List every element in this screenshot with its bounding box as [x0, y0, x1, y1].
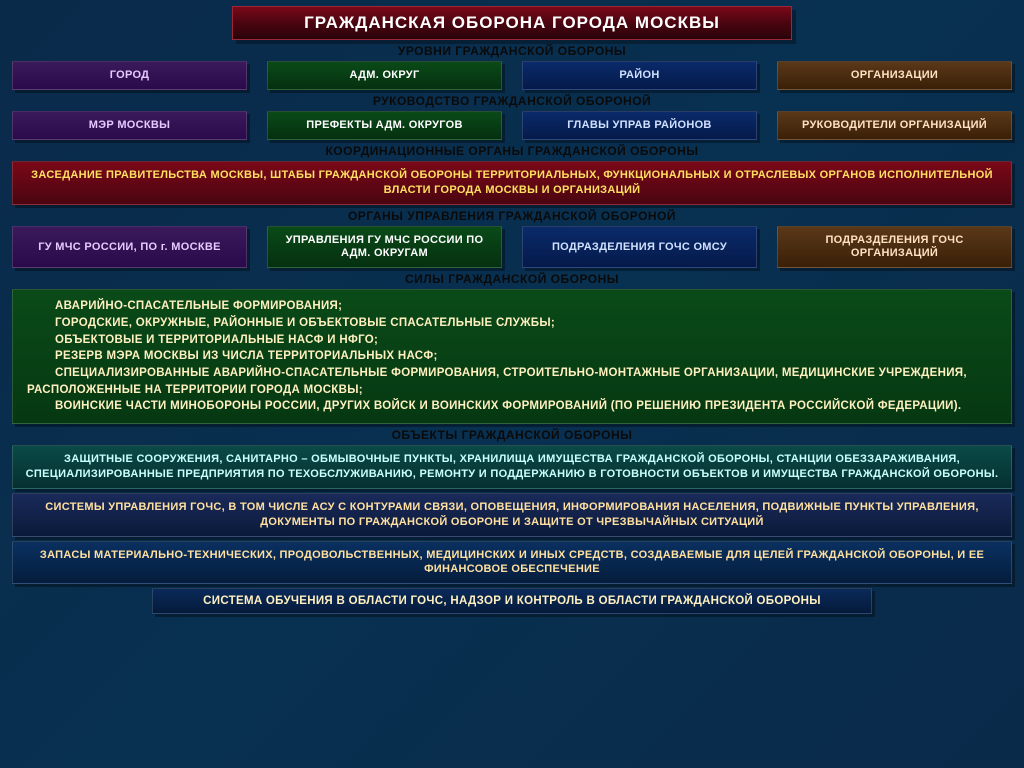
section-leadership-title: РУКОВОДСТВО ГРАЖДАНСКОЙ ОБОРОНОЙ [12, 94, 1012, 108]
level-district: АДМ. ОКРУГ [267, 61, 502, 90]
leadership-row: МЭР МОСКВЫ ПРЕФЕКТЫ АДМ. ОКРУГОВ ГЛАВЫ У… [12, 111, 1012, 140]
leader-prefects: ПРЕФЕКТЫ АДМ. ОКРУГОВ [267, 111, 502, 140]
mgmt-upr-mchs: УПРАВЛЕНИЯ ГУ МЧС РОССИИ ПО АДМ. ОКРУГАМ [267, 226, 502, 268]
forces-line-3: ОБЪЕКТОВЫЕ И ТЕРРИТОРИАЛЬНЫЕ НАСФ И НФГО… [27, 332, 997, 349]
levels-row: ГОРОД АДМ. ОКРУГ РАЙОН ОРГАНИЗАЦИИ [12, 61, 1012, 90]
objects-band: ЗАЩИТНЫЕ СООРУЖЕНИЯ, САНИТАРНО – ОБМЫВОЧ… [12, 445, 1012, 489]
mgmt-row: ГУ МЧС РОССИИ, ПО г. МОСКВЕ УПРАВЛЕНИЯ Г… [12, 226, 1012, 268]
bottom-band: СИСТЕМА ОБУЧЕНИЯ В ОБЛАСТИ ГОЧС, НАДЗОР … [152, 588, 872, 614]
forces-line-1: АВАРИЙНО-СПАСАТЕЛЬНЫЕ ФОРМИРОВАНИЯ; [27, 298, 997, 315]
forces-box: АВАРИЙНО-СПАСАТЕЛЬНЫЕ ФОРМИРОВАНИЯ; ГОРО… [12, 289, 1012, 424]
supplies-band: ЗАПАСЫ МАТЕРИАЛЬНО-ТЕХНИЧЕСКИХ, ПРОДОВОЛ… [12, 541, 1012, 585]
mgmt-gu-mchs: ГУ МЧС РОССИИ, ПО г. МОСКВЕ [12, 226, 247, 268]
section-objects-title: ОБЪЕКТЫ ГРАЖДАНСКОЙ ОБОРОНЫ [12, 428, 1012, 442]
mgmt-gochs-omsu: ПОДРАЗДЕЛЕНИЯ ГОЧС ОМСУ [522, 226, 757, 268]
level-org: ОРГАНИЗАЦИИ [777, 61, 1012, 90]
forces-line-6: ВОИНСКИЕ ЧАСТИ МИНОБОРОНЫ РОССИИ, ДРУГИХ… [27, 398, 997, 415]
section-mgmt-title: ОРГАНЫ УПРАВЛЕНИЯ ГРАЖДАНСКОЙ ОБОРОНОЙ [12, 209, 1012, 223]
section-forces-title: СИЛЫ ГРАЖДАНСКОЙ ОБОРОНЫ [12, 272, 1012, 286]
coord-band: ЗАСЕДАНИЕ ПРАВИТЕЛЬСТВА МОСКВЫ, ШТАБЫ ГР… [12, 161, 1012, 205]
main-title: ГРАЖДАНСКАЯ ОБОРОНА ГОРОДА МОСКВЫ [232, 6, 792, 40]
level-region: РАЙОН [522, 61, 757, 90]
forces-line-2: ГОРОДСКИЕ, ОКРУЖНЫЕ, РАЙОННЫЕ И ОБЪЕКТОВ… [27, 315, 997, 332]
leader-heads: ГЛАВЫ УПРАВ РАЙОНОВ [522, 111, 757, 140]
leader-mayor: МЭР МОСКВЫ [12, 111, 247, 140]
section-levels-title: УРОВНИ ГРАЖДАНСКОЙ ОБОРОНЫ [12, 44, 1012, 58]
forces-line-5: СПЕЦИАЛИЗИРОВАННЫЕ АВАРИЙНО-СПАСАТЕЛЬНЫЕ… [27, 365, 997, 398]
systems-band: СИСТЕМЫ УПРАВЛЕНИЯ ГОЧС, В ТОМ ЧИСЛЕ АСУ… [12, 493, 1012, 537]
level-city: ГОРОД [12, 61, 247, 90]
forces-line-4: РЕЗЕРВ МЭРА МОСКВЫ ИЗ ЧИСЛА ТЕРРИТОРИАЛЬ… [27, 348, 997, 365]
mgmt-gochs-org: ПОДРАЗДЕЛЕНИЯ ГОЧС ОРГАНИЗАЦИЙ [777, 226, 1012, 268]
leader-orgheads: РУКОВОДИТЕЛИ ОРГАНИЗАЦИЙ [777, 111, 1012, 140]
section-coord-title: КООРДИНАЦИОННЫЕ ОРГАНЫ ГРАЖДАНСКОЙ ОБОРО… [12, 144, 1012, 158]
